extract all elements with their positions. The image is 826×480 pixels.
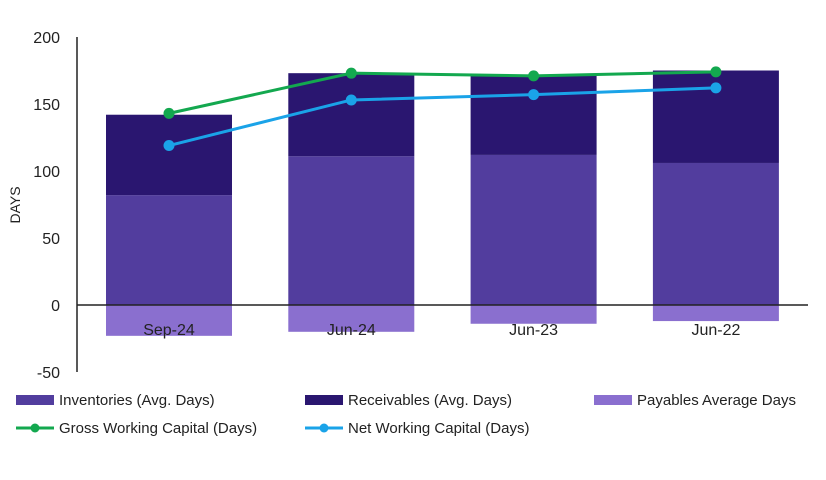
y-tick-label: 50 <box>42 231 60 248</box>
bar-inventories-avg-days-jun-23 <box>470 154 597 305</box>
bar-receivables-avg-days-sep-24 <box>106 114 232 196</box>
point-gross-working-capital-days-jun-22 <box>710 66 722 78</box>
legend-swatch-inventories-avg-days <box>16 395 54 405</box>
bar-receivables-avg-days-jun-24 <box>288 73 415 157</box>
point-net-working-capital-days-jun-24 <box>345 94 357 106</box>
bar-receivables-avg-days-jun-23 <box>470 75 597 155</box>
x-category-label: Sep-24 <box>143 322 195 339</box>
point-gross-working-capital-days-jun-24 <box>345 67 357 79</box>
bar-inventories-avg-days-jun-22 <box>652 162 779 305</box>
x-category-label: Jun-24 <box>327 322 376 339</box>
bar-inventories-avg-days-jun-24 <box>288 156 415 305</box>
legend: Inventories (Avg. Days) Receivables (Avg.… <box>16 392 796 437</box>
point-net-working-capital-days-jun-22 <box>710 82 722 94</box>
legend-marker-net-working-capital-days <box>319 423 329 433</box>
legend-label-receivables-avg-days: Receivables (Avg. Days) <box>348 392 512 409</box>
legend-label-net-working-capital-days: Net Working Capital (Days) <box>348 420 529 437</box>
legend-swatch-payables-average-days <box>594 395 632 405</box>
bar-payables-average-days-jun-22 <box>652 305 779 322</box>
x-category-labels: Sep-24 Jun-24 Jun-23 Jun-22 <box>143 322 740 339</box>
bar-payables-average-days-sep-24 <box>106 305 232 336</box>
y-tick-label: 0 <box>51 298 60 315</box>
legend-label-payables-average-days: Payables Average Days <box>637 392 796 409</box>
legend-label-inventories-avg-days: Inventories (Avg. Days) <box>59 392 215 409</box>
bar-payables-average-days-jun-24 <box>288 305 415 332</box>
x-category-label: Jun-23 <box>509 322 558 339</box>
legend-marker-gross-working-capital-days <box>30 423 40 433</box>
point-gross-working-capital-days-jun-23 <box>528 70 540 82</box>
y-tick-labels: 200 150 100 50 0 -50 <box>33 30 60 382</box>
legend-label-gross-working-capital-days: Gross Working Capital (Days) <box>59 420 257 437</box>
y-tick-label: 200 <box>33 30 60 47</box>
line-gross-working-capital-days <box>168 70 716 115</box>
point-net-working-capital-days-jun-23 <box>528 89 540 101</box>
point-net-working-capital-days-sep-24 <box>163 140 175 152</box>
lines-layer <box>163 66 722 152</box>
y-tick-label: -50 <box>37 365 60 382</box>
y-axis-title: DAYS <box>7 186 23 223</box>
bar-payables-average-days-jun-23 <box>470 305 597 324</box>
x-category-label: Jun-22 <box>691 322 740 339</box>
bars-layer <box>106 70 779 336</box>
point-gross-working-capital-days-sep-24 <box>163 107 175 119</box>
y-tick-label: 150 <box>33 97 60 114</box>
y-tick-label: 100 <box>33 164 60 181</box>
bar-inventories-avg-days-sep-24 <box>106 195 232 305</box>
axes-layer <box>76 37 808 372</box>
line-net-working-capital-days <box>168 86 716 147</box>
legend-swatch-receivables-avg-days <box>305 395 343 405</box>
